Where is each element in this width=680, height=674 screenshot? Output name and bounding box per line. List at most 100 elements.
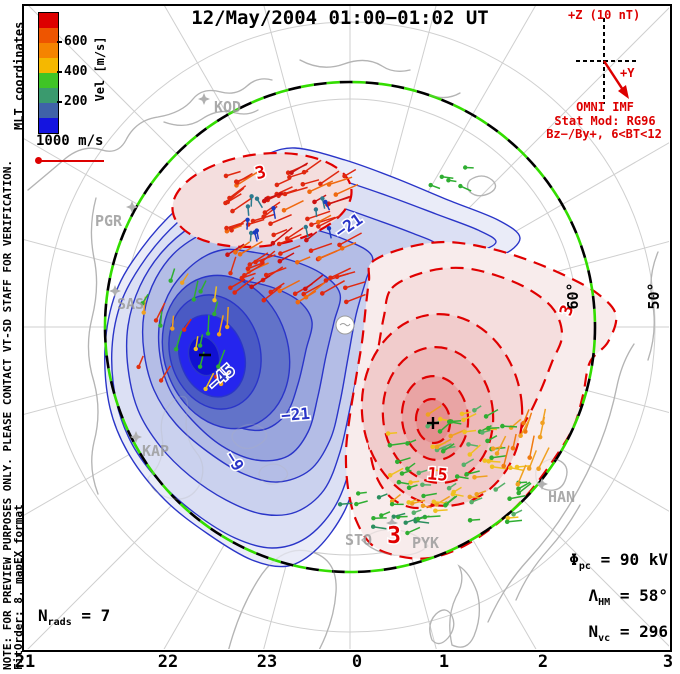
flow-vector-dot [212,298,217,303]
imf-model-label: Stat Mod: RG96 [554,114,656,128]
flow-vector-dot [405,466,410,472]
flow-vector-dot [312,199,317,205]
flow-vector-dot [323,199,328,205]
flow-vector-tail [272,227,293,244]
flow-vector-dot [462,429,467,435]
flow-vector-dot [304,237,309,243]
lambda-subscript: HM [598,597,611,609]
flow-vector-tail [328,176,353,186]
flow-vector-tail [318,214,341,228]
flow-vector-dot [490,446,496,452]
flow-vector-dot [458,183,463,189]
station-marker-PYK [386,517,398,529]
flow-vector-tail [528,435,535,458]
flow-vector-dot [158,323,163,328]
flow-vector-tail [239,240,263,255]
flow-vector-dot [303,224,308,230]
flow-vector-dot [245,204,251,209]
flow-vector-dot [510,445,516,451]
flow-vector-tail [463,413,477,421]
flow-vector-dot [230,208,235,214]
flow-vector-dot [463,165,468,170]
flow-vector-dot [434,444,440,450]
flow-vector-tail [302,179,320,186]
flow-vector-dot [501,463,507,469]
flow-vector-tail [249,252,269,266]
flow-vector-dot [234,180,240,185]
flow-vector-dot [343,285,348,291]
flow-vector-tail [415,520,430,524]
flow-vector-tail [469,444,481,456]
flow-vector-dot [399,471,405,476]
flow-vector-tail [339,232,362,246]
flow-vector-dot [480,430,485,435]
flow-vector-dot [454,474,460,479]
flow-vector-dot [245,266,251,272]
map-marks [199,315,439,429]
flow-vector-tail [311,216,336,226]
imf-y-label: +Y [620,66,635,80]
flow-vector-dot [396,479,402,485]
flow-vector-dot [446,485,452,491]
radar-stations: KOD PGR SAS KAP STO PYK HAN [95,93,575,552]
flow-vector-tail [217,349,226,367]
hm-boundary-black-dashes [103,80,597,574]
flow-vector-dot [214,374,219,379]
flow-vector-dot [428,182,433,188]
imf-source-label: OMNI IMF [576,100,634,114]
vector-count: Nvc = 296 [508,622,669,644]
coast-scandinavia [487,343,635,623]
flow-vector-tail [279,252,295,262]
flow-vector-dot [467,494,473,500]
flow-vector-tail [321,280,345,295]
coast-right-edge [647,251,659,361]
flow-vector-dot [411,510,417,515]
heppner-maynard-boundary [103,80,597,574]
flow-vector-tail [234,277,255,294]
flow-vector-dot [276,241,282,247]
flow-vector-tail [423,492,437,497]
flow-vector-dot [446,178,451,183]
flow-vector-dot [271,232,277,238]
flow-vector-dot [371,524,376,529]
flow-vector-tail [226,224,242,232]
flow-vector-dot [431,499,437,505]
potential-contours [104,147,618,568]
flow-vector-dot [158,378,164,383]
flow-vector-dot [516,486,521,492]
flow-vector-dot [406,500,412,505]
flow-vector-dot [228,271,233,276]
reference-vector-label: 1000 m/s [36,133,104,149]
flow-vector-dot [507,496,512,502]
flow-vector-dot [136,364,141,370]
flow-vector-dot [249,194,254,199]
flow-vector-tail [247,218,265,226]
coast-alaska [27,78,273,191]
coast-britain [449,564,481,648]
coast-west-canada [87,197,99,495]
station-label-PGR: PGR [95,212,123,230]
phi-symbol: Φ [569,550,579,569]
flow-vector-dot [483,414,489,419]
flow-vector-tail [335,183,359,196]
colorbar-segment [39,103,58,118]
coast-right-edge [647,251,659,361]
coast-arctic-island-2 [258,463,289,485]
flow-vector-dot [225,252,230,257]
flow-vector-dot [450,491,456,497]
imf-vector-arrow [602,60,627,94]
flow-vector-dot [170,326,175,331]
flow-vector-dot [379,513,384,518]
flow-vector-dot [141,310,146,315]
flow-vector-dot [289,170,294,175]
magnetic-pole-marker [335,315,355,335]
flow-vector-tail [309,180,334,193]
flow-vector-dot [440,448,446,454]
flow-vector-dot [443,502,448,508]
flow-vector-dot [405,530,410,536]
flow-vector-tail [310,242,333,252]
colorbar-segment [39,58,58,73]
flow-vector-tail [291,162,309,174]
flow-vector-tail [273,228,288,236]
flow-vector-dot [405,441,410,446]
